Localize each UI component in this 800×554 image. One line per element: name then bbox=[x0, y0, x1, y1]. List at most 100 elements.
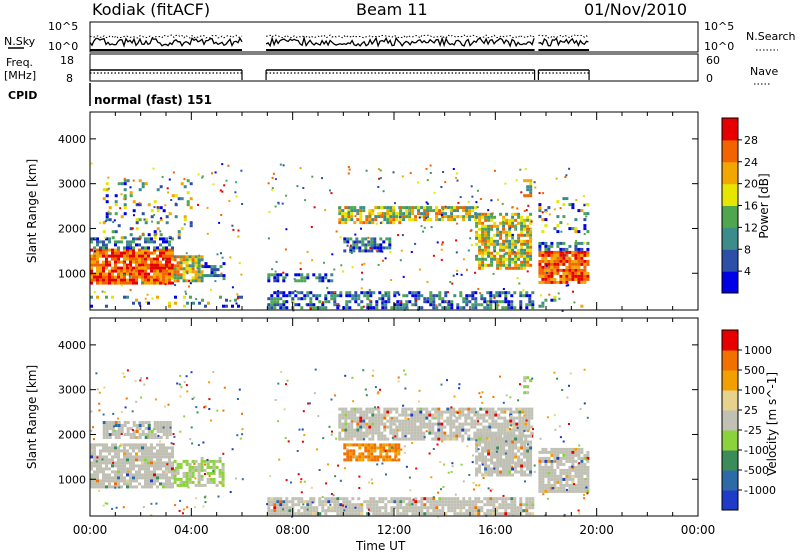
echo-cell bbox=[577, 253, 581, 257]
echo-cell bbox=[523, 233, 527, 237]
echo-cell bbox=[438, 294, 442, 298]
echo-speck bbox=[166, 267, 168, 270]
echo-cell bbox=[574, 471, 578, 475]
echo-cell bbox=[147, 263, 150, 267]
echo-cell bbox=[484, 218, 488, 222]
echo-cell bbox=[426, 512, 430, 516]
echo-cell bbox=[141, 278, 144, 282]
echo-speck bbox=[514, 228, 517, 231]
echo-speck bbox=[223, 386, 226, 389]
echo-cell bbox=[370, 243, 374, 247]
echo-cell bbox=[371, 434, 375, 438]
echo-cell bbox=[200, 468, 204, 472]
echo-cell bbox=[423, 506, 427, 510]
echo-cell bbox=[129, 263, 132, 267]
echo-cell bbox=[373, 240, 377, 244]
echo-cell bbox=[171, 446, 174, 450]
echo-cell bbox=[483, 297, 487, 301]
echo-cell bbox=[358, 443, 362, 447]
echo-speck bbox=[229, 256, 232, 259]
echo-speck bbox=[329, 503, 332, 506]
echo-cell bbox=[285, 300, 289, 304]
echo-cell bbox=[212, 462, 216, 466]
echo-cell bbox=[177, 233, 181, 237]
echo-cell bbox=[405, 215, 409, 219]
echo-speck bbox=[188, 469, 191, 472]
echo-cell bbox=[467, 413, 471, 417]
echo-cell bbox=[111, 446, 114, 450]
echo-speck bbox=[530, 220, 533, 223]
echo-speck bbox=[104, 236, 107, 239]
echo-cell bbox=[358, 455, 362, 459]
echo-cell bbox=[93, 485, 96, 489]
echo-cell bbox=[437, 428, 441, 432]
echo-cell bbox=[538, 489, 542, 493]
echo-cell bbox=[365, 221, 369, 225]
echo-cell bbox=[365, 215, 369, 219]
echo-cell bbox=[375, 503, 379, 507]
echo-cell bbox=[376, 249, 380, 253]
noise-tick-high-right: 10^5 bbox=[704, 20, 734, 33]
echo-cell bbox=[553, 298, 557, 302]
echo-speck bbox=[582, 195, 585, 197]
echo-cell bbox=[474, 500, 478, 504]
echo-speck bbox=[98, 391, 101, 394]
echo-cell bbox=[547, 486, 551, 490]
echo-cell bbox=[502, 437, 506, 441]
echo-cell bbox=[117, 260, 120, 264]
echo-cell bbox=[487, 215, 491, 219]
echo-cell bbox=[434, 422, 438, 426]
echo-cell bbox=[366, 506, 370, 510]
echo-cell bbox=[370, 249, 374, 253]
echo-cell bbox=[111, 254, 114, 258]
echo-cell bbox=[520, 227, 524, 231]
echo-cell bbox=[434, 434, 438, 438]
colorbar-tick-label: 28 bbox=[744, 134, 758, 147]
echo-speck bbox=[375, 222, 378, 225]
nsearch-trace bbox=[538, 34, 589, 39]
echo-speck bbox=[397, 376, 400, 379]
echo-cell bbox=[502, 263, 506, 267]
echo-cell bbox=[517, 221, 521, 225]
echo-cell bbox=[526, 227, 530, 231]
echo-cell bbox=[577, 447, 581, 451]
echo-cell bbox=[93, 452, 96, 456]
echo-cell bbox=[583, 486, 587, 490]
echo-cell bbox=[514, 452, 518, 456]
echo-cell bbox=[510, 306, 514, 310]
echo-cell bbox=[438, 291, 442, 295]
echo-cell bbox=[440, 413, 444, 417]
echo-cell bbox=[513, 291, 517, 295]
echo-cell bbox=[171, 275, 174, 279]
echo-cell bbox=[488, 422, 492, 426]
echo-cell bbox=[108, 449, 111, 453]
echo-cell bbox=[350, 218, 354, 222]
echo-cell bbox=[117, 449, 120, 453]
echo-cell bbox=[383, 212, 387, 216]
echo-cell bbox=[349, 452, 353, 456]
echo-cell bbox=[478, 458, 482, 462]
echo-speck bbox=[228, 200, 231, 202]
echo-speck bbox=[568, 167, 571, 170]
echo-cell bbox=[493, 449, 497, 453]
echo-cell bbox=[586, 471, 590, 475]
echo-cell bbox=[197, 270, 201, 274]
echo-cell bbox=[447, 497, 451, 501]
echo-cell bbox=[138, 254, 141, 258]
echo-cell bbox=[353, 206, 357, 210]
echo-cell bbox=[523, 440, 527, 444]
echo-cell bbox=[580, 247, 584, 251]
echo-cell bbox=[194, 483, 198, 487]
echo-cell bbox=[497, 407, 501, 411]
echo-cell bbox=[212, 471, 216, 475]
echo-cell bbox=[514, 443, 518, 447]
echo-cell bbox=[111, 479, 114, 483]
echo-cell bbox=[368, 419, 372, 423]
echo-cell bbox=[364, 455, 368, 459]
echo-cell bbox=[354, 297, 358, 301]
echo-cell bbox=[485, 431, 489, 435]
echo-cell bbox=[478, 248, 482, 252]
echo-cell bbox=[344, 215, 348, 219]
echo-cell bbox=[222, 262, 226, 266]
echo-speck bbox=[440, 383, 443, 386]
